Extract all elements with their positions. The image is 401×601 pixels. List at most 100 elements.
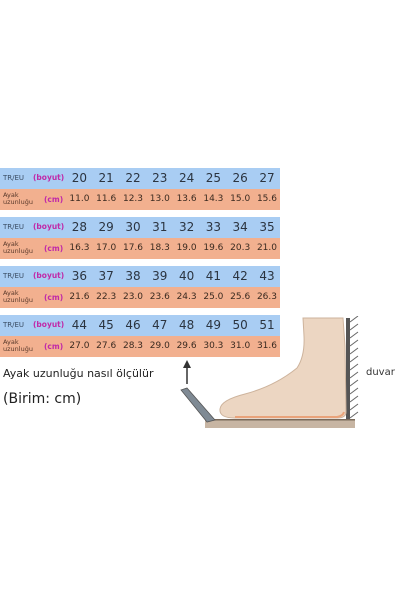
size-value: 34 [232, 220, 248, 234]
length-row: Ayak uzunluğu (cm) 11.0 11.6 12.3 13.0 13… [0, 189, 280, 210]
length-label-line1: Ayak [3, 240, 19, 248]
size-value: 29 [98, 220, 114, 234]
size-value: 22 [125, 171, 141, 185]
length-value: 19.0 [176, 243, 197, 253]
length-value: 27.6 [96, 341, 117, 351]
size-value: 38 [125, 269, 141, 283]
foot-shape [219, 317, 347, 419]
length-value: 31.6 [256, 341, 277, 351]
wall [346, 318, 350, 419]
size-value: 32 [178, 220, 195, 234]
size-value: 44 [71, 318, 88, 332]
size-value: 30 [125, 220, 141, 234]
length-value: 26.3 [256, 292, 277, 302]
length-value: 14.3 [203, 194, 224, 204]
foot-measure-illustration [180, 316, 359, 428]
size-label: TR/EU [3, 321, 25, 329]
size-value: 49 [205, 318, 222, 332]
length-value: 20.3 [230, 243, 251, 253]
length-label: Ayak uzunluğu [3, 192, 33, 206]
length-value: 30.3 [203, 341, 224, 351]
length-label-line1: Ayak [3, 338, 19, 346]
size-value: 51 [259, 318, 275, 332]
length-unit: (cm) [44, 244, 64, 253]
size-unit: (boyut) [33, 222, 65, 231]
length-row: Ayak uzunluğu (cm) 27.0 27.6 28.3 29.0 29… [0, 336, 280, 357]
length-value: 23.6 [149, 292, 170, 302]
size-value: 45 [98, 318, 114, 332]
measure-caption: Ayak uzunluğu nasıl ölçülür [3, 367, 154, 380]
size-value: 33 [205, 220, 222, 234]
length-value: 21.6 [69, 292, 90, 302]
length-value: 11.0 [69, 194, 90, 204]
length-value: 16.3 [69, 243, 90, 253]
size-value: 46 [125, 318, 141, 332]
wall-label: duvar [366, 367, 395, 378]
length-row: Ayak uzunluğu (cm) 21.6 22.3 23.0 23.6 24… [0, 287, 280, 308]
size-row: TR/EU (boyut) 36 37 38 39 40 41 42 43 [0, 266, 280, 287]
length-unit: (cm) [44, 293, 64, 302]
length-value: 15.0 [230, 194, 251, 204]
size-unit: (boyut) [33, 173, 65, 182]
size-value: 41 [205, 269, 222, 283]
length-value: 17.0 [96, 243, 117, 253]
length-value: 21.0 [256, 243, 277, 253]
size-row: TR/EU (boyut) 28 29 30 31 32 33 34 35 [0, 217, 280, 238]
length-value: 18.3 [149, 243, 170, 253]
measuring-board [180, 387, 216, 423]
length-label-line2: uzunluğu [3, 247, 33, 255]
length-label-line1: Ayak [3, 289, 19, 297]
size-value: 36 [71, 269, 88, 283]
size-value: 26 [232, 171, 248, 185]
size-value: 43 [259, 269, 275, 283]
length-value: 23.0 [122, 292, 144, 302]
size-label: TR/EU [3, 174, 25, 182]
length-label-line2: uzunluğu [3, 296, 33, 304]
length-unit: (cm) [44, 195, 64, 204]
length-row: Ayak uzunluğu (cm) 16.3 17.0 17.6 18.3 19… [0, 238, 280, 259]
size-value: 40 [178, 269, 195, 283]
size-value: 47 [152, 318, 168, 332]
length-label-line2: uzunluğu [3, 198, 33, 206]
length-value: 24.3 [176, 292, 197, 302]
size-value: 24 [178, 171, 195, 185]
size-label: TR/EU [3, 272, 25, 280]
size-table-2: TR/EU (boyut) 28 29 30 31 32 33 34 35 Ay… [0, 217, 280, 259]
length-value: 29.6 [176, 341, 197, 351]
size-table-3: TR/EU (boyut) 36 37 38 39 40 41 42 43 Ay… [0, 266, 280, 308]
length-label-line2: uzunluğu [3, 345, 33, 353]
size-unit: (boyut) [33, 320, 65, 329]
length-value: 13.6 [176, 194, 197, 204]
length-value: 25.0 [203, 292, 224, 302]
length-label: Ayak uzunluğu [3, 241, 33, 255]
length-value: 31.0 [230, 341, 251, 351]
size-unit: (boyut) [33, 271, 65, 280]
length-value: 15.6 [256, 194, 277, 204]
size-value: 21 [98, 171, 114, 185]
length-value: 11.6 [96, 194, 117, 204]
wall-hatching [349, 316, 359, 419]
size-value: 20 [71, 171, 88, 185]
ground-strip [205, 420, 355, 428]
foot-sole [235, 411, 345, 418]
size-value: 50 [232, 318, 248, 332]
length-value: 27.0 [69, 341, 90, 351]
size-value: 25 [205, 171, 222, 185]
length-value: 19.6 [203, 243, 224, 253]
size-value: 35 [259, 220, 275, 234]
size-value: 48 [178, 318, 195, 332]
length-label-line1: Ayak [3, 191, 19, 199]
size-label: TR/EU [3, 223, 25, 231]
length-value: 22.3 [96, 292, 117, 302]
length-label: Ayak uzunluğu [3, 339, 33, 353]
length-value: 25.6 [230, 292, 251, 302]
size-table-4: TR/EU (boyut) 44 45 46 47 48 49 50 51 Ay… [0, 315, 280, 357]
length-unit: (cm) [44, 342, 64, 351]
ground-line [205, 419, 355, 421]
size-row: TR/EU (boyut) 20 21 22 23 24 25 26 27 [0, 168, 280, 189]
size-value: 27 [259, 171, 275, 185]
length-value: 17.6 [122, 243, 144, 253]
size-value: 28 [71, 220, 88, 234]
size-value: 39 [152, 269, 168, 283]
length-value: 28.3 [122, 341, 144, 351]
